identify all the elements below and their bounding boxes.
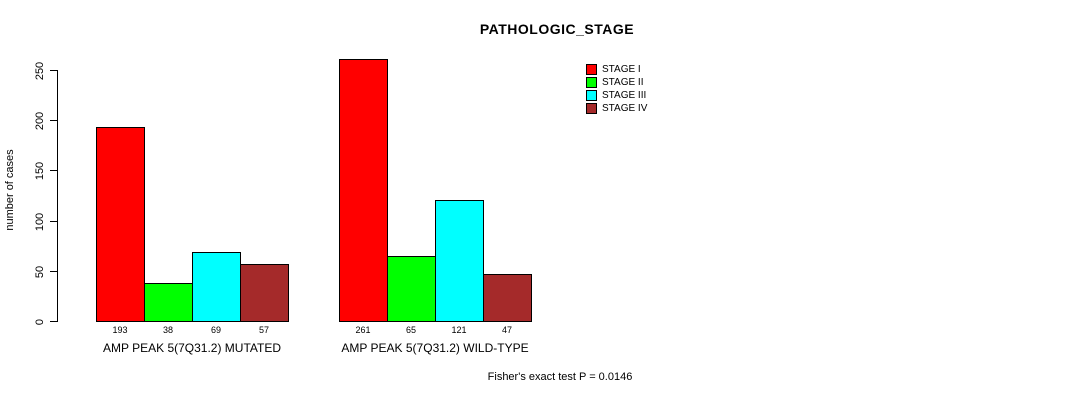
bar-value-label: 57 xyxy=(258,325,270,335)
bar xyxy=(435,200,484,322)
bar-value-label: 47 xyxy=(501,325,513,335)
legend-item: STAGE III xyxy=(586,89,647,102)
legend-item: STAGE IV xyxy=(586,102,647,115)
legend-item: STAGE I xyxy=(586,63,647,76)
bar xyxy=(192,252,241,322)
legend-swatch xyxy=(586,103,597,114)
y-tick xyxy=(50,271,57,272)
y-tick-label: 100 xyxy=(34,212,46,231)
legend-label: STAGE III xyxy=(602,90,647,101)
legend-label: STAGE IV xyxy=(602,103,648,114)
bar-value-label: 65 xyxy=(405,325,417,335)
bar xyxy=(144,283,193,322)
y-tick xyxy=(50,321,57,322)
legend-label: STAGE I xyxy=(602,64,641,75)
bar xyxy=(96,127,145,322)
bar xyxy=(387,256,436,322)
bar xyxy=(483,274,532,322)
bar-value-label: 38 xyxy=(162,325,174,335)
bar-value-label: 261 xyxy=(355,325,371,335)
legend-swatch xyxy=(586,90,597,101)
legend: STAGE I STAGE II STAGE III STAGE IV xyxy=(586,63,647,115)
legend-swatch xyxy=(586,77,597,88)
y-axis-line xyxy=(57,70,58,322)
y-tick xyxy=(50,221,57,222)
bar-value-label: 69 xyxy=(210,325,222,335)
legend-label: STAGE II xyxy=(602,77,644,88)
y-tick-label: 200 xyxy=(34,111,46,130)
bar xyxy=(240,264,289,322)
legend-item: STAGE II xyxy=(586,76,647,89)
y-tick-label: 50 xyxy=(34,265,46,278)
y-axis-label: number of cases xyxy=(4,149,16,231)
group-label: AMP PEAK 5(7Q31.2) MUTATED xyxy=(102,341,282,355)
y-tick-label: 250 xyxy=(34,61,46,80)
bar-value-label: 193 xyxy=(112,325,128,335)
footnote: Fisher's exact test P = 0.0146 xyxy=(487,371,633,383)
y-tick xyxy=(50,120,57,121)
bar xyxy=(339,59,388,322)
group-label: AMP PEAK 5(7Q31.2) WILD-TYPE xyxy=(341,341,529,355)
legend-swatch xyxy=(586,64,597,75)
y-tick xyxy=(50,70,57,71)
y-tick xyxy=(50,170,57,171)
y-tick-label: 0 xyxy=(34,318,46,325)
bar-value-label: 121 xyxy=(451,325,467,335)
y-tick-label: 150 xyxy=(34,161,46,180)
chart-title: PATHOLOGIC_STAGE xyxy=(479,21,635,37)
